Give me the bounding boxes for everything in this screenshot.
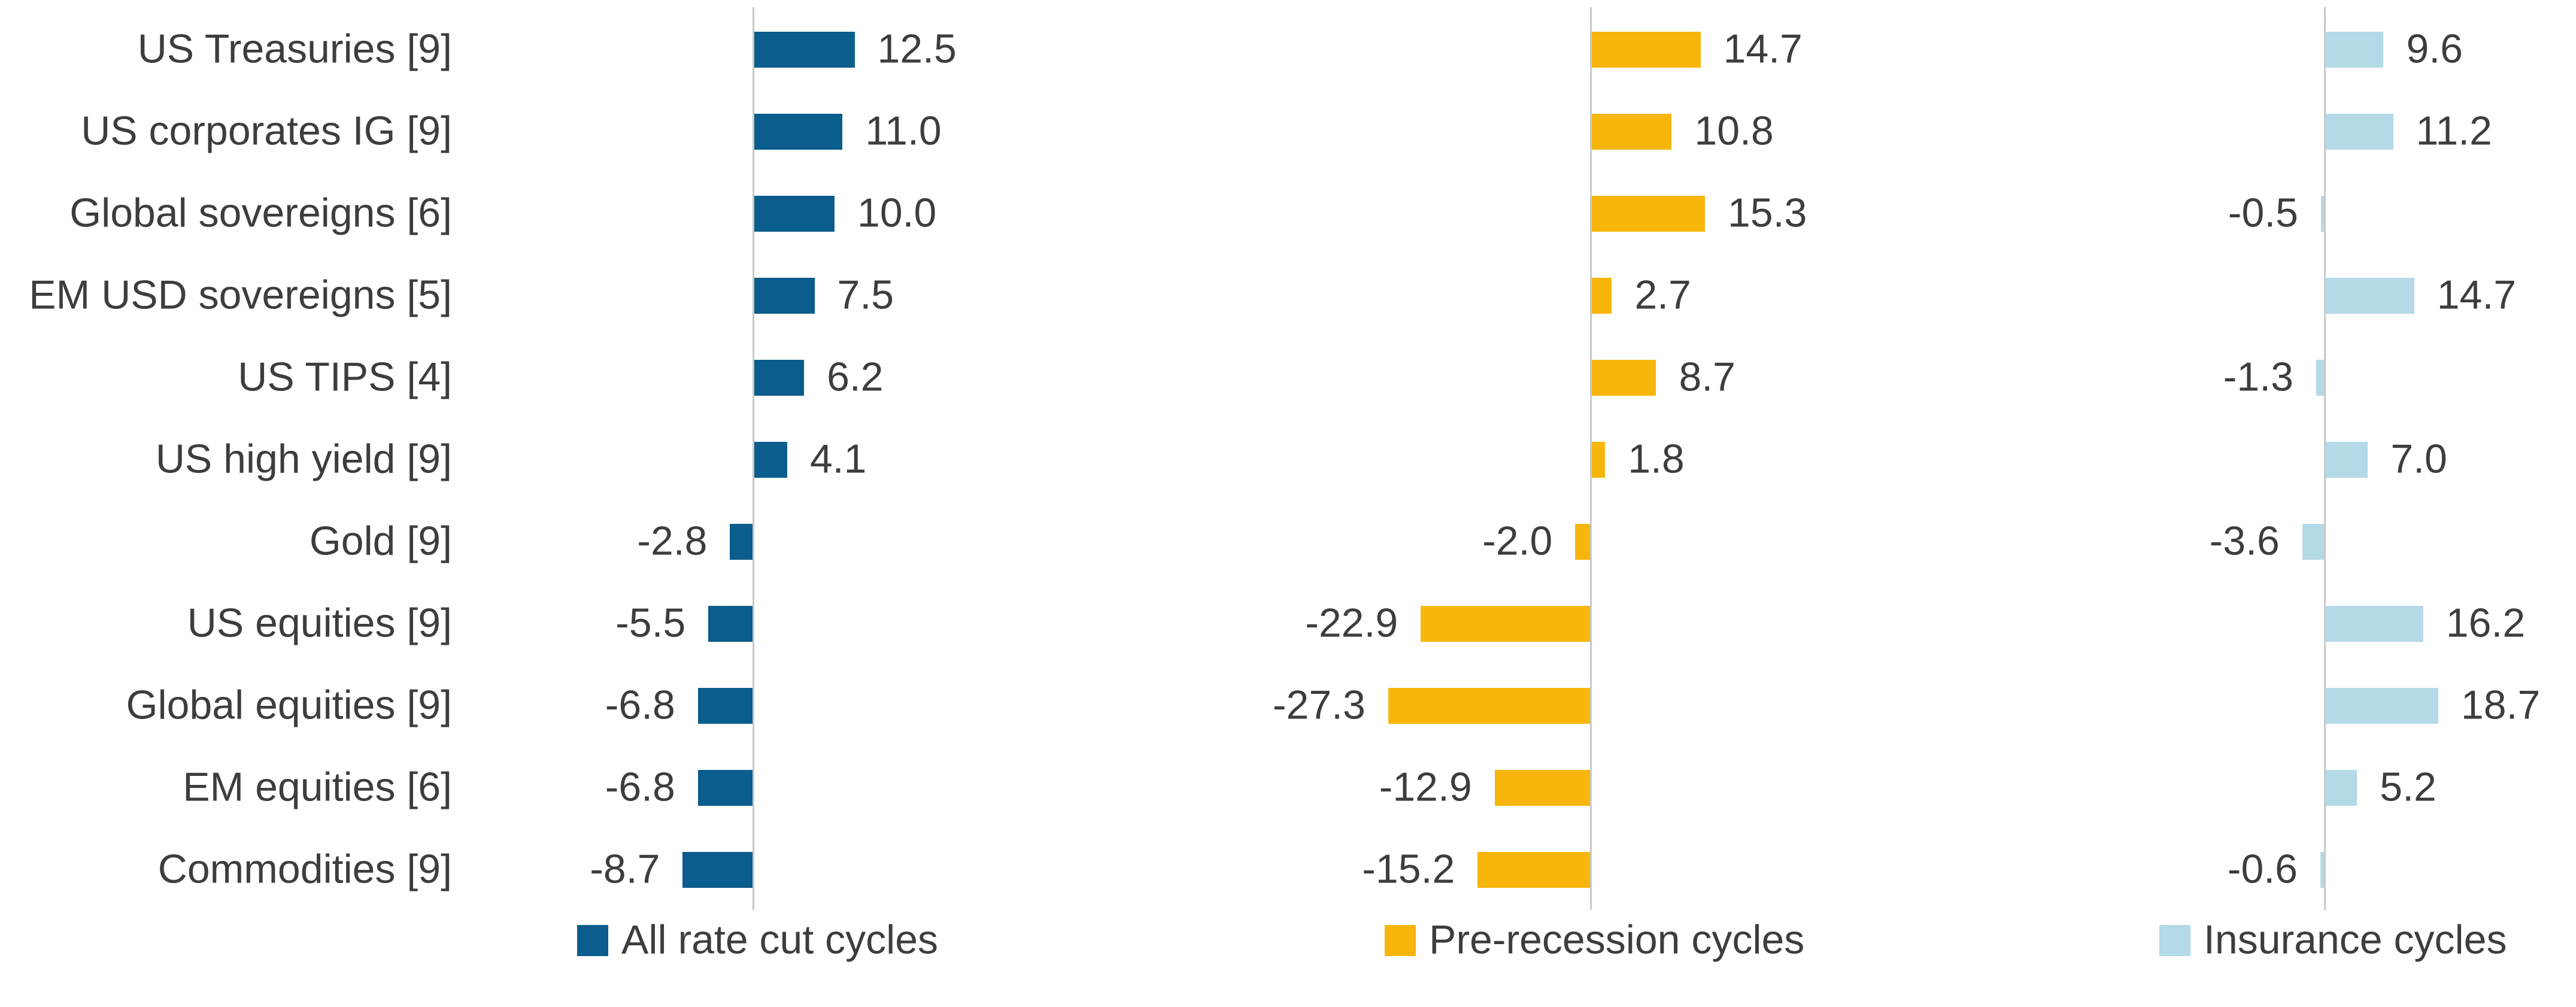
value-label: 16.2 <box>2445 600 2526 646</box>
category-label: US equities [9] <box>187 600 452 646</box>
bar <box>1592 278 1612 314</box>
value-label: -5.5 <box>615 600 686 646</box>
bar <box>1592 114 1672 150</box>
bar <box>1592 32 1701 68</box>
value-label: -2.0 <box>1482 518 1553 564</box>
bar <box>754 442 787 478</box>
value-label: -2.8 <box>637 518 708 564</box>
bar <box>754 360 805 396</box>
bar <box>2316 360 2324 396</box>
value-label: 14.7 <box>2437 272 2517 318</box>
axis-line <box>753 7 754 910</box>
category-label: EM USD sovereigns [5] <box>29 272 452 318</box>
value-label: 7.5 <box>837 272 894 318</box>
value-label: -6.8 <box>605 682 675 728</box>
category-label: Global sovereigns [6] <box>69 190 452 236</box>
category-label: Gold [9] <box>309 518 452 564</box>
bar <box>754 278 815 314</box>
value-label: 10.0 <box>857 190 937 236</box>
bar <box>1592 196 1705 232</box>
bar <box>754 32 855 68</box>
axis-line <box>1590 7 1592 910</box>
value-label: -22.9 <box>1305 600 1398 646</box>
bar <box>697 770 753 806</box>
bar <box>2302 524 2324 560</box>
bar <box>1388 688 1590 724</box>
value-label: -15.2 <box>1362 846 1455 892</box>
bar <box>708 606 753 642</box>
axis-line <box>2324 7 2326 910</box>
value-label: 14.7 <box>1723 26 1803 72</box>
value-label: 8.7 <box>1679 354 1735 400</box>
bar <box>1494 770 1590 806</box>
value-label: -0.6 <box>2227 846 2298 892</box>
value-label: 6.2 <box>827 354 884 400</box>
value-label: 4.1 <box>809 436 867 482</box>
value-label: 18.7 <box>2460 682 2541 728</box>
value-label: -12.9 <box>1379 764 1472 810</box>
category-label: EM equities [6] <box>183 764 452 810</box>
value-label: 5.2 <box>2380 764 2437 810</box>
bar <box>2326 32 2384 68</box>
bar <box>1421 606 1590 642</box>
value-label: 7.0 <box>2390 436 2447 482</box>
legend-swatch <box>2159 925 2190 956</box>
bar <box>2326 442 2368 478</box>
bar <box>1592 360 1656 396</box>
bar <box>1575 524 1590 560</box>
value-label: -1.3 <box>2223 354 2293 400</box>
category-label: US corporates IG [9] <box>81 108 452 154</box>
bar <box>682 852 753 888</box>
value-label: 11.0 <box>865 108 942 154</box>
legend-swatch <box>577 925 608 956</box>
bar <box>697 688 753 724</box>
value-label: 2.7 <box>1634 272 1691 318</box>
value-label: 1.8 <box>1628 436 1685 482</box>
category-label: US Treasuries [9] <box>137 26 452 72</box>
bar <box>2320 852 2324 888</box>
value-label: -3.6 <box>2209 518 2280 564</box>
category-label: Commodities [9] <box>157 846 452 892</box>
value-label: 15.3 <box>1727 190 1807 236</box>
value-label: -8.7 <box>590 846 660 892</box>
value-label: 9.6 <box>2406 26 2463 72</box>
bar <box>2326 606 2423 642</box>
bar <box>730 524 753 560</box>
category-label: Global equities [9] <box>126 682 452 728</box>
bar <box>754 196 835 232</box>
value-label: 12.5 <box>877 26 957 72</box>
legend-label: All rate cut cycles <box>621 917 939 963</box>
bar <box>2326 770 2357 806</box>
bar <box>2326 688 2438 724</box>
legend-label: Insurance cycles <box>2204 917 2507 963</box>
legend-swatch <box>1385 925 1416 956</box>
value-label: 11.2 <box>2416 108 2492 154</box>
value-label: -0.5 <box>2228 190 2298 236</box>
value-label: 10.8 <box>1694 108 1774 154</box>
category-label: US TIPS [4] <box>238 354 452 400</box>
bar <box>2326 114 2393 150</box>
value-label: -6.8 <box>605 764 675 810</box>
value-label: -27.3 <box>1272 682 1366 728</box>
category-label: US high yield [9] <box>155 436 452 482</box>
bar <box>1477 852 1590 888</box>
bar <box>754 114 843 150</box>
bar <box>2326 278 2414 314</box>
bar <box>2320 196 2324 232</box>
bar <box>1592 442 1606 478</box>
legend-label: Pre-recession cycles <box>1429 917 1805 963</box>
